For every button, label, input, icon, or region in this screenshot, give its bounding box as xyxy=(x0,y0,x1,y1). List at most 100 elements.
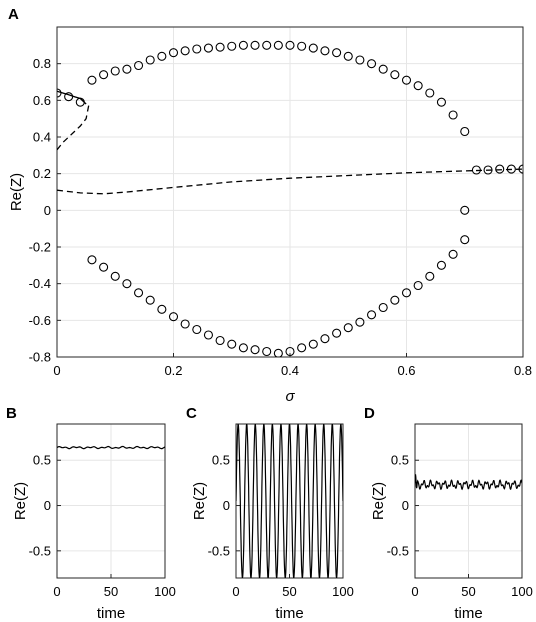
plot-area xyxy=(57,445,165,450)
data-point xyxy=(227,339,237,349)
x-tick-label: 0.6 xyxy=(397,363,415,378)
data-point xyxy=(157,51,167,61)
data-point xyxy=(215,335,225,346)
dashed-branch-line xyxy=(57,168,523,195)
data-point xyxy=(273,348,283,357)
x-tick-label: 0.2 xyxy=(164,363,182,378)
data-point xyxy=(320,46,330,56)
y-tick-label: 0.2 xyxy=(33,166,51,181)
time-series-line xyxy=(236,424,343,578)
x-tick-label: 100 xyxy=(154,584,176,599)
y-tick-label: -0.8 xyxy=(29,350,51,365)
data-point xyxy=(122,64,132,74)
data-point xyxy=(460,126,470,137)
data-point xyxy=(203,330,213,340)
data-point xyxy=(390,295,400,305)
y-tick-label: -0.2 xyxy=(29,240,51,255)
x-tick-label: 0.4 xyxy=(281,363,299,378)
data-point xyxy=(168,48,179,58)
x-tick-label: 0 xyxy=(411,584,418,599)
x-axis-label: time xyxy=(97,605,125,622)
data-point xyxy=(401,75,412,85)
data-point xyxy=(378,302,388,313)
data-point xyxy=(448,110,458,120)
data-point xyxy=(297,41,307,51)
data-point xyxy=(483,165,493,175)
y-tick-label: -0.4 xyxy=(29,276,51,291)
x-tick-label: 100 xyxy=(332,584,354,599)
panel-c: C 0 50 100 -0.5 0 0.5 time Re(Z) xyxy=(186,405,354,622)
data-point xyxy=(425,271,435,281)
data-point xyxy=(436,260,447,270)
y-tick-label: 0.8 xyxy=(33,56,51,71)
axes-box xyxy=(56,423,166,579)
data-point xyxy=(192,324,202,335)
data-point xyxy=(87,75,97,85)
y-axis-label: Re(Z) xyxy=(370,482,387,520)
y-tick-label: 0 xyxy=(402,498,409,513)
data-point xyxy=(250,40,260,50)
data-point xyxy=(99,70,109,80)
y-tick-label: 0 xyxy=(223,498,230,513)
data-point xyxy=(285,346,295,357)
data-point xyxy=(134,288,144,298)
dashed-branch-line xyxy=(57,103,90,151)
data-point xyxy=(99,262,109,272)
plot-area xyxy=(415,474,522,491)
data-point xyxy=(180,319,190,329)
data-point xyxy=(401,288,412,298)
panel-letter: D xyxy=(364,405,375,422)
panel-letter: B xyxy=(6,405,17,422)
data-point xyxy=(355,317,365,327)
y-tick-label: 0.6 xyxy=(33,93,51,108)
data-point xyxy=(297,343,307,353)
data-point xyxy=(332,328,342,338)
data-point xyxy=(308,339,318,349)
data-point xyxy=(366,59,377,69)
y-tick-label: -0.6 xyxy=(29,313,51,328)
data-point xyxy=(413,280,423,291)
y-axis-label: Re(Z) xyxy=(8,173,25,211)
data-point xyxy=(215,42,225,52)
data-point xyxy=(413,81,423,91)
y-tick-label: -0.5 xyxy=(208,543,230,558)
panel-a: A 0 0.2 0.4 0.6 0.8 -0.8 -0.6 -0.4 -0.2 0 0.2 0.4 0.6… xyxy=(8,6,532,405)
axes-box xyxy=(56,26,524,358)
data-point xyxy=(460,235,470,245)
data-point xyxy=(122,279,132,289)
x-tick-label: 100 xyxy=(511,584,533,599)
data-point xyxy=(238,343,248,353)
x-tick-label: 50 xyxy=(282,584,296,599)
y-tick-label: -0.5 xyxy=(387,543,409,558)
data-point xyxy=(320,334,330,344)
data-point xyxy=(343,323,353,333)
data-point xyxy=(87,255,97,265)
data-point xyxy=(110,66,120,76)
data-point xyxy=(262,346,272,357)
data-point xyxy=(355,55,365,65)
data-point xyxy=(157,304,167,314)
data-point xyxy=(145,295,155,305)
plot-area xyxy=(57,40,523,357)
x-tick-label: 50 xyxy=(461,584,475,599)
y-axis-label: Re(Z) xyxy=(12,482,29,520)
data-point xyxy=(134,60,144,71)
data-point xyxy=(495,164,505,174)
data-point xyxy=(285,40,295,50)
x-axis-label: σ xyxy=(285,388,295,405)
data-point xyxy=(250,345,260,355)
axes-box xyxy=(414,423,523,579)
data-point xyxy=(425,88,435,98)
data-point xyxy=(460,205,470,215)
data-point xyxy=(192,44,202,54)
data-point xyxy=(343,51,353,61)
panel-letter: A xyxy=(8,6,19,23)
solid-branch-line xyxy=(57,90,87,105)
panel-d: D 0 50 100 -0.5 0 0.5 time Re(Z) xyxy=(364,405,533,622)
plot-area xyxy=(236,424,343,578)
data-point xyxy=(238,40,248,50)
data-point xyxy=(203,43,213,53)
x-tick-label: 0 xyxy=(53,584,60,599)
x-tick-label: 0.8 xyxy=(514,363,532,378)
